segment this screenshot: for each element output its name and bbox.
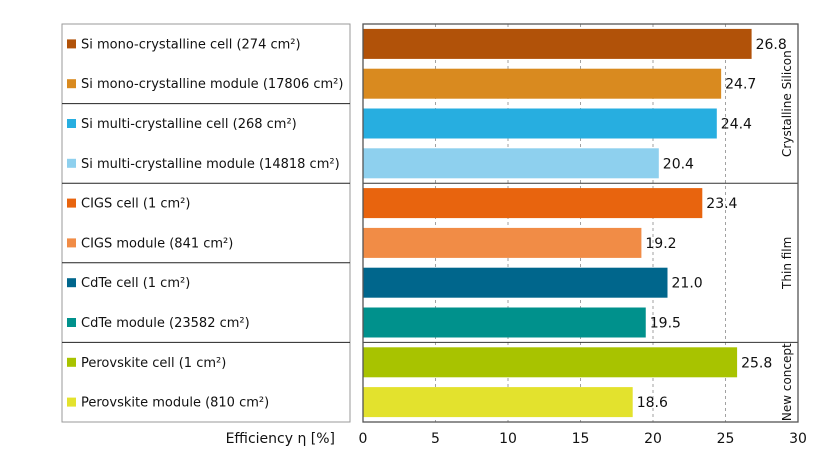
value-label: 25.8 — [741, 355, 772, 371]
value-label: 24.7 — [725, 77, 756, 93]
group-label: New concept — [780, 343, 794, 421]
legend-swatch — [67, 278, 76, 288]
legend-swatch — [67, 238, 76, 248]
x-tick-label: 15 — [572, 431, 590, 447]
category-label: CIGS module (841 cm²) — [81, 236, 233, 251]
bar — [363, 267, 668, 298]
bar — [363, 68, 722, 99]
value-label: 24.4 — [721, 117, 752, 133]
category-label: CdTe module (23582 cm²) — [81, 316, 250, 331]
value-label: 23.4 — [706, 196, 737, 212]
category-label: CIGS cell (1 cm²) — [81, 197, 190, 212]
category-label: Si multi-crystalline module (14818 cm²) — [81, 157, 340, 172]
legend-swatch — [67, 119, 76, 128]
category-label: CdTe cell (1 cm²) — [81, 276, 190, 291]
group-labels: Crystalline Silicon Thin film New concept — [780, 50, 794, 421]
legend-panel — [61, 23, 351, 423]
row-separators — [62, 103, 350, 343]
category-label: Si mono-crystalline module (17806 cm²) — [81, 77, 343, 92]
value-label: 21.0 — [672, 276, 703, 292]
x-tick-label: 25 — [717, 431, 735, 447]
bar — [363, 188, 703, 219]
legend-swatch — [67, 357, 76, 367]
category-label: Perovskite cell (1 cm²) — [81, 356, 226, 371]
bar — [363, 108, 717, 139]
bar — [363, 347, 738, 378]
x-tick-label: 30 — [789, 431, 807, 447]
x-tick-labels: 0 5 10 15 20 25 30 — [359, 431, 807, 447]
category-label: Perovskite module (810 cm²) — [81, 396, 269, 411]
legend-swatch — [67, 158, 76, 168]
legend-swatch — [67, 79, 76, 89]
group-label: Thin film — [780, 237, 794, 290]
bar — [363, 28, 752, 59]
x-tick-label: 20 — [644, 431, 662, 447]
legend-swatch — [67, 318, 76, 327]
x-tick-label: 10 — [499, 431, 517, 447]
bar — [363, 387, 633, 418]
x-axis-label: Efficiency η [%] — [226, 431, 335, 447]
group-separators — [363, 182, 798, 343]
bar — [363, 227, 642, 258]
legend-swatch — [67, 198, 76, 208]
x-tick-label: 5 — [431, 431, 440, 447]
value-label: 19.2 — [645, 236, 676, 252]
value-label: 20.4 — [663, 156, 694, 172]
category-label: Si multi-crystalline cell (268 cm²) — [81, 117, 297, 132]
legend-swatch — [67, 39, 76, 49]
value-label: 26.8 — [756, 37, 787, 53]
value-label: 18.6 — [637, 395, 668, 411]
value-labels: 26.8 24.7 24.4 20.4 23.4 19.2 21.0 19.5 25.8 18.6 — [637, 37, 787, 411]
plot-frame — [362, 23, 799, 423]
legend-swatch — [67, 397, 76, 407]
bar — [363, 148, 659, 179]
x-tick-label: 0 — [359, 431, 368, 447]
bar — [363, 307, 646, 338]
value-label: 19.5 — [650, 316, 681, 332]
bars — [363, 28, 752, 418]
group-label: Crystalline Silicon — [780, 50, 794, 157]
legend-rows: Si mono-crystalline cell (274 cm²) Si mon… — [67, 37, 343, 411]
category-label: Si mono-crystalline cell (274 cm²) — [81, 37, 301, 52]
